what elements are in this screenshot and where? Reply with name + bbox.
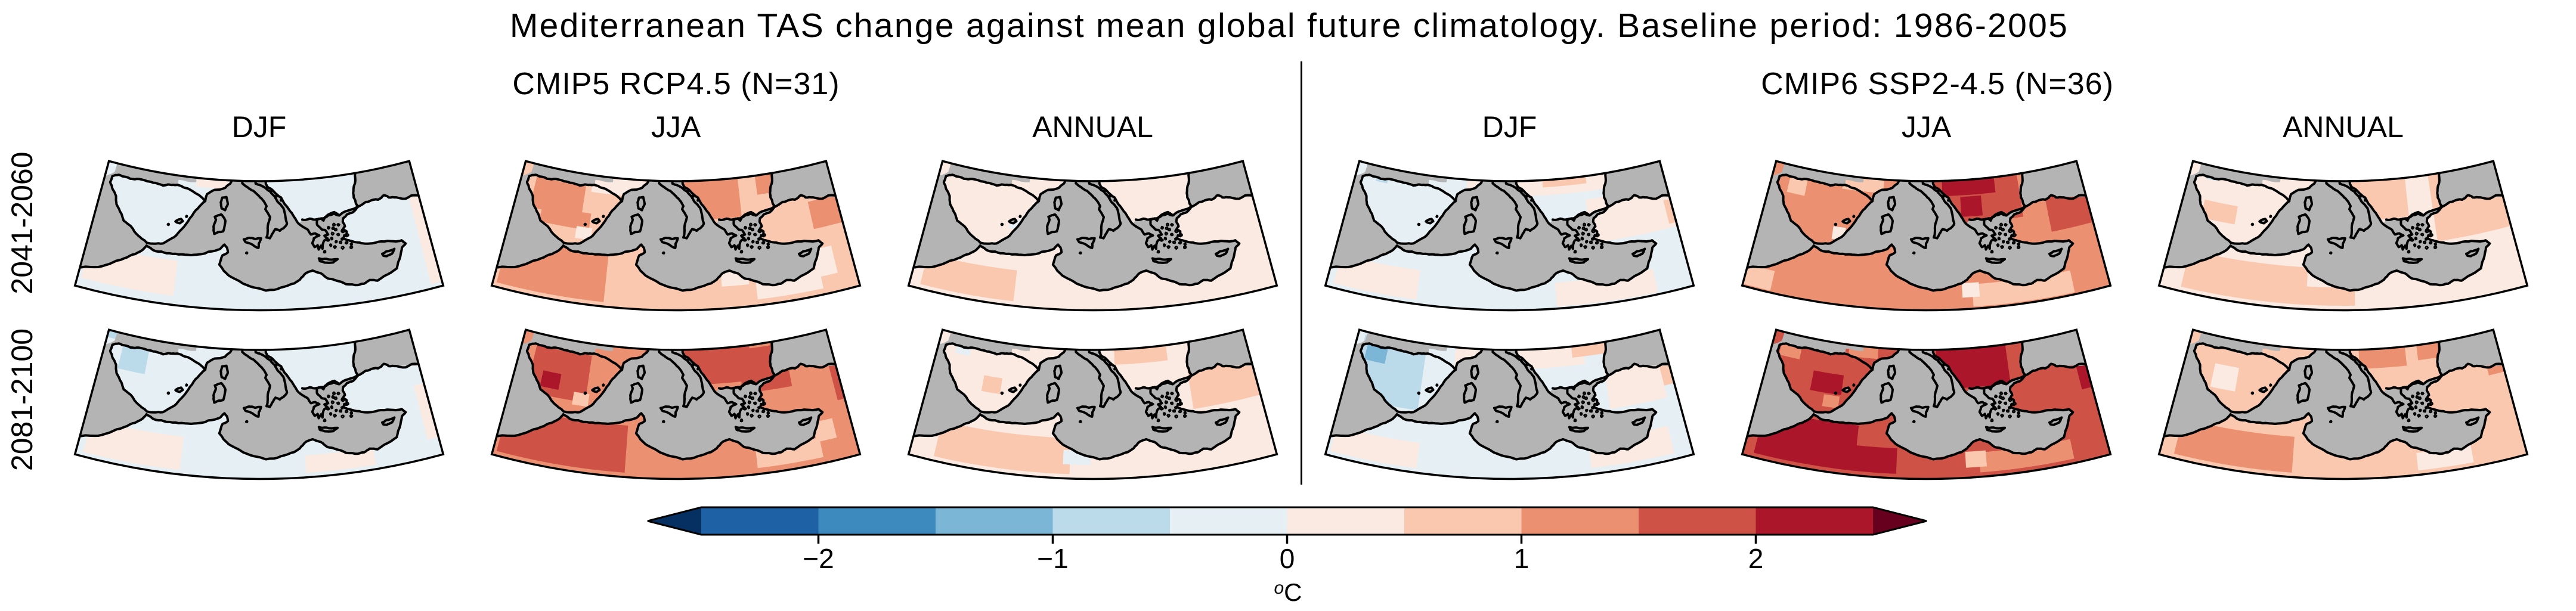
svg-text:1: 1	[1514, 543, 1530, 574]
svg-text:CMIP6 SSP2-4.5 (N=36): CMIP6 SSP2-4.5 (N=36)	[1761, 67, 2114, 101]
svg-text:2081-2100: 2081-2100	[5, 328, 39, 471]
svg-text:2: 2	[1748, 543, 1764, 574]
svg-text:ANNUAL: ANNUAL	[2283, 110, 2404, 144]
svg-text:−1: −1	[1037, 543, 1068, 574]
svg-text:−2: −2	[803, 543, 834, 574]
svg-text:CMIP5 RCP4.5 (N=31): CMIP5 RCP4.5 (N=31)	[512, 67, 840, 101]
svg-text:DJF: DJF	[1482, 110, 1537, 144]
svg-text:DJF: DJF	[232, 110, 287, 144]
svg-text:JJA: JJA	[1902, 110, 1952, 144]
svg-text:2041-2060: 2041-2060	[5, 151, 39, 294]
svg-text:0: 0	[1280, 543, 1295, 574]
svg-text:oC: oC	[1274, 578, 1302, 606]
svg-text:Mediterranean TAS change again: Mediterranean TAS change against mean gl…	[510, 7, 2069, 45]
svg-text:ANNUAL: ANNUAL	[1032, 110, 1153, 144]
svg-text:JJA: JJA	[651, 110, 701, 144]
